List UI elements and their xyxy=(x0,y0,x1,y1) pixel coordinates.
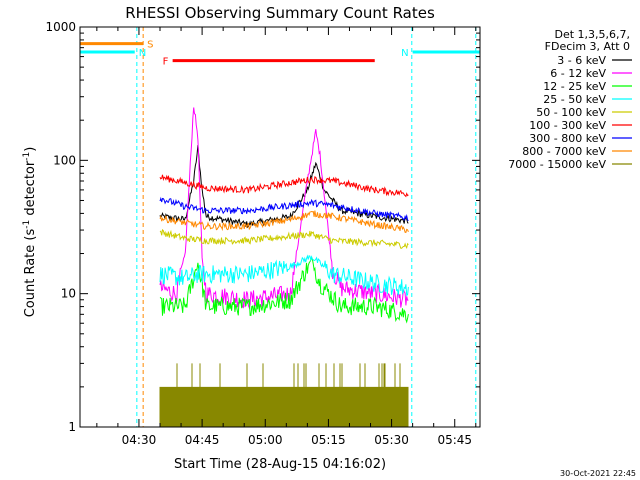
legend-label-6: 300 - 800 keV xyxy=(529,132,606,145)
y-tick-label-2: 100 xyxy=(53,153,76,167)
legend: Det 1,3,5,6,7, FDecim 3, Att 0 3 - 6 keV… xyxy=(508,28,632,171)
x-axis-label: Start Time (28-Aug-15 04:16:02) xyxy=(174,457,386,472)
legend-label-7: 800 - 7000 keV xyxy=(522,145,606,158)
y-axis-label: Count Rate (s-1 detector-1) xyxy=(22,147,38,318)
series-line-1 xyxy=(159,107,409,310)
x-tick-label-5: 05:45 xyxy=(437,433,472,447)
legend-label-4: 50 - 100 keV xyxy=(536,106,606,119)
annotation-label-0: S xyxy=(147,40,153,51)
series-line-7 xyxy=(159,210,409,233)
annotation-label-1: N xyxy=(139,48,146,59)
legend-label-5: 100 - 300 keV xyxy=(529,119,606,132)
y-tick-label-0: 1 xyxy=(68,420,76,434)
x-tick-label-4: 05:30 xyxy=(374,433,409,447)
series-line-3 xyxy=(159,254,409,297)
generation-timestamp: 30-Oct-2021 22:45 xyxy=(560,469,636,478)
y-tick-label-3: 1000 xyxy=(45,20,76,34)
series-line-6 xyxy=(159,196,409,222)
x-tick-label-0: 04:30 xyxy=(122,433,157,447)
legend-label-2: 12 - 25 keV xyxy=(543,80,606,93)
series-line-4 xyxy=(159,228,409,250)
plot-area: SN NF xyxy=(80,27,480,427)
legend-label-0: 3 - 6 keV xyxy=(557,54,606,67)
series-line-5 xyxy=(159,174,409,198)
annotation-label-2: N xyxy=(401,48,408,59)
annotation-label-3: F xyxy=(163,57,169,68)
legend-label-1: 6 - 12 keV xyxy=(550,67,606,80)
legend-header-line-1: Det 1,3,5,6,7, xyxy=(554,28,630,41)
legend-header-line-2: FDecim 3, Att 0 xyxy=(545,40,630,53)
y-tick-label-1: 10 xyxy=(61,287,76,301)
x-tick-label-2: 05:00 xyxy=(248,433,283,447)
y-axis: 1 10 100 1000 xyxy=(45,20,480,434)
x-tick-label-3: 05:15 xyxy=(311,433,346,447)
x-axis: 04:30 04:45 05:00 05:15 05:30 05:45 xyxy=(96,27,477,447)
legend-label-8: 7000 - 15000 keV xyxy=(508,158,606,171)
x-tick-label-1: 04:45 xyxy=(185,433,220,447)
chart-title: RHESSI Observing Summary Count Rates xyxy=(125,4,435,22)
series-line-8 xyxy=(159,363,409,427)
legend-label-3: 25 - 50 keV xyxy=(543,93,606,106)
plot-frame xyxy=(79,26,481,428)
